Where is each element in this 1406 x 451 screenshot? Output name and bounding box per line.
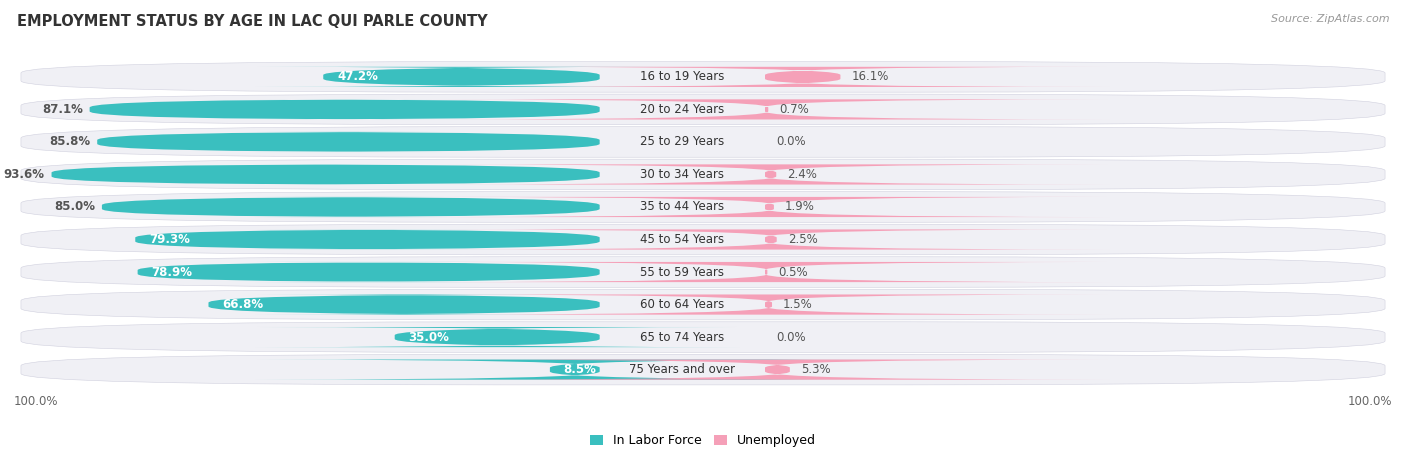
Text: 47.2%: 47.2% <box>337 70 378 83</box>
Text: 2.4%: 2.4% <box>787 168 817 181</box>
FancyBboxPatch shape <box>21 159 1385 190</box>
Text: 65 to 74 Years: 65 to 74 Years <box>640 331 724 344</box>
Text: Source: ZipAtlas.com: Source: ZipAtlas.com <box>1271 14 1389 23</box>
Text: 87.1%: 87.1% <box>42 103 83 116</box>
FancyBboxPatch shape <box>21 62 1385 92</box>
Text: 25 to 29 Years: 25 to 29 Years <box>640 135 724 148</box>
FancyBboxPatch shape <box>256 67 668 87</box>
Text: 66.8%: 66.8% <box>222 298 263 311</box>
FancyBboxPatch shape <box>432 164 1109 184</box>
Text: 2.5%: 2.5% <box>787 233 817 246</box>
Text: 100.0%: 100.0% <box>1347 395 1392 408</box>
Text: 16.1%: 16.1% <box>852 70 889 83</box>
Text: 30 to 34 Years: 30 to 34 Years <box>640 168 724 181</box>
Text: 0.5%: 0.5% <box>779 266 808 279</box>
Text: 45 to 54 Years: 45 to 54 Years <box>640 233 724 246</box>
Text: 1.5%: 1.5% <box>783 298 813 311</box>
FancyBboxPatch shape <box>21 192 1385 222</box>
Text: 93.6%: 93.6% <box>4 168 45 181</box>
Text: 60 to 64 Years: 60 to 64 Years <box>640 298 724 311</box>
FancyBboxPatch shape <box>52 164 599 184</box>
FancyBboxPatch shape <box>21 322 1385 352</box>
FancyBboxPatch shape <box>21 354 1385 385</box>
Text: 75 Years and over: 75 Years and over <box>630 363 735 376</box>
FancyBboxPatch shape <box>21 94 1385 124</box>
Text: 5.3%: 5.3% <box>801 363 831 376</box>
Text: 20 to 24 Years: 20 to 24 Years <box>640 103 724 116</box>
FancyBboxPatch shape <box>21 224 1385 255</box>
FancyBboxPatch shape <box>427 295 1109 315</box>
Text: 0.0%: 0.0% <box>776 331 806 344</box>
FancyBboxPatch shape <box>496 67 1109 87</box>
Text: 8.5%: 8.5% <box>564 363 596 376</box>
Legend: In Labor Force, Unemployed: In Labor Force, Unemployed <box>591 434 815 447</box>
Text: 85.8%: 85.8% <box>49 135 90 148</box>
FancyBboxPatch shape <box>90 99 599 120</box>
FancyBboxPatch shape <box>446 359 1109 380</box>
FancyBboxPatch shape <box>423 262 1109 282</box>
Text: 79.3%: 79.3% <box>149 233 190 246</box>
FancyBboxPatch shape <box>21 289 1385 320</box>
Text: 100.0%: 100.0% <box>14 395 59 408</box>
FancyBboxPatch shape <box>138 262 599 282</box>
FancyBboxPatch shape <box>429 197 1109 217</box>
FancyBboxPatch shape <box>423 99 1109 120</box>
FancyBboxPatch shape <box>432 230 1109 249</box>
Text: EMPLOYMENT STATUS BY AGE IN LAC QUI PARLE COUNTY: EMPLOYMENT STATUS BY AGE IN LAC QUI PARL… <box>17 14 488 28</box>
FancyBboxPatch shape <box>256 359 894 380</box>
Text: 35.0%: 35.0% <box>409 331 450 344</box>
FancyBboxPatch shape <box>208 295 599 315</box>
Text: 78.9%: 78.9% <box>152 266 193 279</box>
FancyBboxPatch shape <box>135 230 599 249</box>
Text: 35 to 44 Years: 35 to 44 Years <box>640 201 724 213</box>
Text: 85.0%: 85.0% <box>53 201 96 213</box>
Text: 55 to 59 Years: 55 to 59 Years <box>640 266 724 279</box>
FancyBboxPatch shape <box>101 197 599 217</box>
Text: 0.0%: 0.0% <box>776 135 806 148</box>
FancyBboxPatch shape <box>256 327 740 347</box>
FancyBboxPatch shape <box>97 132 599 152</box>
Text: 16 to 19 Years: 16 to 19 Years <box>640 70 724 83</box>
FancyBboxPatch shape <box>21 257 1385 287</box>
Text: 0.7%: 0.7% <box>779 103 808 116</box>
FancyBboxPatch shape <box>21 127 1385 157</box>
Text: 1.9%: 1.9% <box>785 201 815 213</box>
